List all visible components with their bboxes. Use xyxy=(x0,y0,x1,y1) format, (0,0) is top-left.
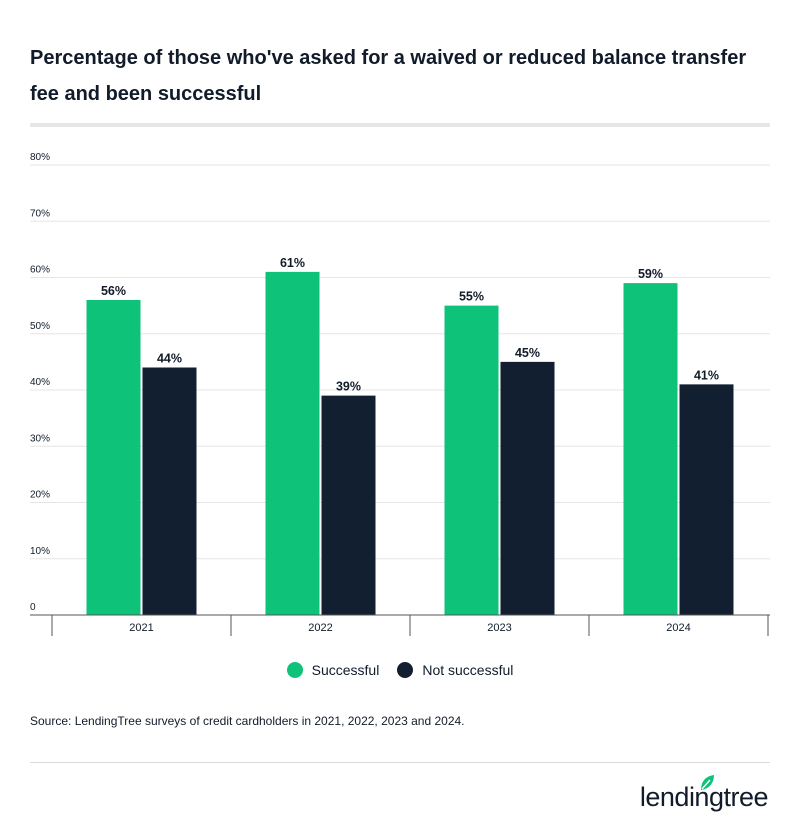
x-tick-label: 2022 xyxy=(308,622,332,634)
y-tick-label: 0 xyxy=(30,602,36,613)
source-note: Source: LendingTree surveys of credit ca… xyxy=(30,714,465,728)
bar-not-successful xyxy=(679,384,734,615)
bar-chart: 0 10% 20% 30% 40% 50% 60% 70% 80% 56% 44% 2021 61% 39… xyxy=(30,152,770,636)
data-label: 56% xyxy=(101,284,126,298)
legend-label-successful: Successful xyxy=(311,662,380,678)
chart-title: Percentage of those who've asked for a w… xyxy=(30,47,747,105)
x-tick-label: 2021 xyxy=(129,622,153,634)
x-tick-label: 2023 xyxy=(487,622,511,634)
y-tick-label: 10% xyxy=(30,546,50,557)
y-tick-label: 80% xyxy=(30,152,50,163)
data-label: 41% xyxy=(694,368,719,382)
title-divider xyxy=(30,123,770,127)
footer-divider xyxy=(30,762,770,763)
bar-successful xyxy=(86,300,141,615)
data-label: 45% xyxy=(515,346,540,360)
bar-successful xyxy=(444,305,499,615)
data-label: 39% xyxy=(336,380,361,394)
y-tick-label: 70% xyxy=(30,208,50,219)
bar-successful xyxy=(623,283,678,615)
y-tick-label: 20% xyxy=(30,490,50,501)
legend-swatch-not-successful xyxy=(397,662,414,678)
data-label: 59% xyxy=(638,267,663,281)
leaf-icon xyxy=(700,775,714,790)
bar-not-successful xyxy=(142,367,197,615)
lendingtree-logo: lendingtree xyxy=(640,775,769,814)
y-tick-label: 60% xyxy=(30,265,50,276)
data-label: 61% xyxy=(280,256,305,270)
legend-item-not-successful: Not successful xyxy=(397,662,513,678)
bar-successful xyxy=(265,271,320,615)
data-label: 44% xyxy=(157,352,182,366)
data-label: 55% xyxy=(459,290,484,304)
bar-not-successful xyxy=(321,395,376,615)
y-tick-label: 50% xyxy=(30,321,50,332)
legend-swatch-successful xyxy=(286,662,303,678)
legend-label-not-successful: Not successful xyxy=(422,662,514,678)
x-tick-label: 2024 xyxy=(666,622,690,634)
y-tick-label: 30% xyxy=(30,433,50,444)
bar-not-successful xyxy=(500,361,555,615)
y-tick-label: 40% xyxy=(30,377,50,388)
legend: Successful Not successful xyxy=(0,662,800,678)
legend-item-successful: Successful xyxy=(286,662,380,678)
